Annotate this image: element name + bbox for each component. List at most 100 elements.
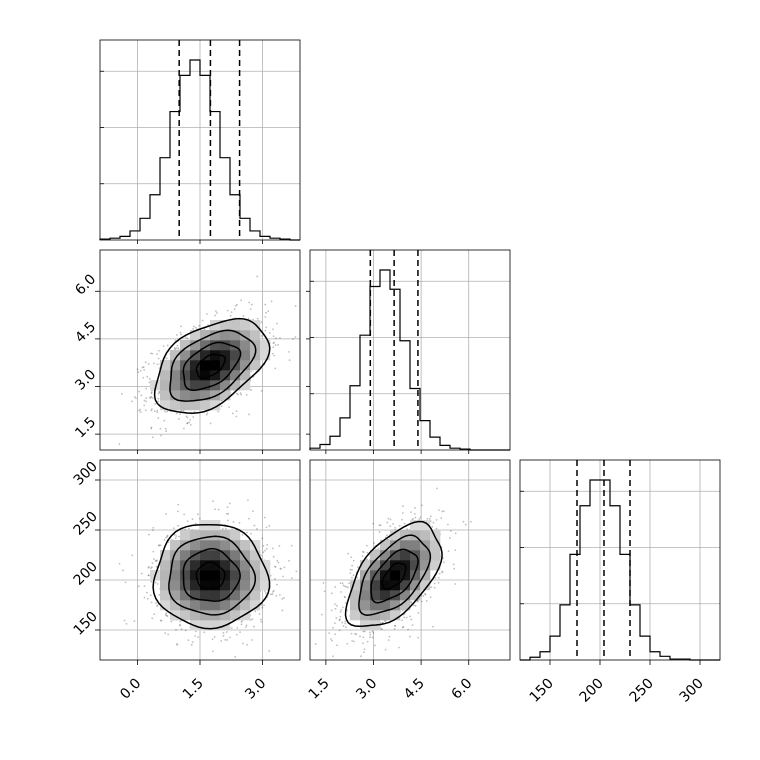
scatter-point xyxy=(214,314,217,317)
contour-line xyxy=(358,534,432,616)
scatter-point xyxy=(424,593,427,596)
scatter-point xyxy=(133,396,136,398)
scatter-point xyxy=(335,604,338,607)
scatter-point xyxy=(454,532,457,535)
y-tick-label: 150 xyxy=(71,609,101,639)
x-tick-label: 3.0 xyxy=(242,676,269,703)
scatter-point xyxy=(295,570,298,573)
density-cell xyxy=(240,320,251,331)
density-cell xyxy=(220,340,231,351)
scatter-point xyxy=(428,517,431,520)
density-cell xyxy=(400,590,411,601)
scatter-point xyxy=(133,620,136,623)
scatter-point xyxy=(434,577,437,579)
density-cell xyxy=(150,380,161,391)
scatter-point xyxy=(138,585,140,588)
scatter-point xyxy=(173,533,176,536)
scatter-point xyxy=(248,517,250,520)
scatter-point xyxy=(188,527,190,530)
density-cell xyxy=(180,550,191,561)
scatter-point xyxy=(165,430,167,432)
scatter-point xyxy=(363,648,366,651)
y-tick-label: 300 xyxy=(71,459,101,489)
scatter-point xyxy=(174,348,176,351)
scatter-point xyxy=(158,391,160,393)
contour-line xyxy=(381,562,407,591)
density-cell xyxy=(380,610,391,621)
scatter-point xyxy=(173,347,176,349)
scatter-point xyxy=(166,469,168,471)
scatter-point xyxy=(176,344,179,347)
scatter-point xyxy=(124,581,127,584)
scatter-point xyxy=(184,629,187,632)
scatter-point xyxy=(334,633,337,636)
scatter-point xyxy=(250,532,252,535)
scatter-point xyxy=(330,592,333,595)
scatter-point xyxy=(281,597,284,600)
density-cell xyxy=(220,350,231,361)
scatter-point xyxy=(406,528,408,531)
scatter-point xyxy=(158,544,160,547)
scatter-point xyxy=(263,516,266,519)
scatter-point xyxy=(266,543,269,546)
density-cell xyxy=(240,540,251,551)
density-cell xyxy=(220,560,231,571)
density-cell xyxy=(390,560,401,571)
scatter-point xyxy=(360,655,362,658)
scatter-point xyxy=(371,636,374,639)
density-cell xyxy=(210,550,221,561)
scatter-point xyxy=(236,626,239,629)
scatter-point xyxy=(419,516,422,519)
density-cell xyxy=(200,400,211,411)
scatter-point xyxy=(240,621,243,623)
density-cell xyxy=(190,600,201,611)
density-cell xyxy=(260,560,271,571)
scatter-point xyxy=(175,535,178,537)
density-cell xyxy=(160,580,171,591)
scatter-point xyxy=(349,572,352,575)
scatter-point xyxy=(231,412,234,415)
y-tick-label: 200 xyxy=(71,559,101,589)
density-cell xyxy=(180,390,191,401)
density-cell xyxy=(240,360,251,371)
density-cell xyxy=(160,590,171,601)
scatter-point xyxy=(425,600,428,602)
scatter-point xyxy=(164,613,167,616)
scatter-point xyxy=(144,409,147,412)
scatter-point xyxy=(155,602,157,605)
density-cell xyxy=(190,590,201,601)
scatter-point xyxy=(166,410,169,413)
density-cell xyxy=(430,550,441,561)
scatter-point xyxy=(154,559,157,562)
scatter-point xyxy=(441,510,444,513)
scatter-point xyxy=(274,367,277,370)
scatter-point xyxy=(256,317,259,320)
density-cell xyxy=(230,570,241,581)
scatter-point xyxy=(440,517,443,519)
scatter-point xyxy=(402,625,405,628)
scatter-point xyxy=(177,347,180,350)
scatter-point xyxy=(152,526,155,529)
density-cell xyxy=(170,380,181,391)
scatter-point xyxy=(273,341,276,344)
x-tick-label: 200 xyxy=(577,676,607,706)
scatter-point xyxy=(240,393,243,396)
scatter-point xyxy=(240,623,243,626)
density-cell xyxy=(210,590,221,601)
scatter-point xyxy=(449,529,452,532)
density-cell xyxy=(410,580,421,591)
pair-frame xyxy=(309,459,511,661)
density-cell xyxy=(170,600,181,611)
scatter-point xyxy=(276,583,278,586)
scatter-point xyxy=(144,361,147,364)
scatter-point xyxy=(194,326,197,329)
density-cell xyxy=(160,360,171,371)
scatter-point xyxy=(165,357,168,360)
scatter-point xyxy=(165,536,167,539)
scatter-point xyxy=(323,590,326,593)
scatter-point xyxy=(330,609,333,612)
density-cell xyxy=(190,380,201,391)
scatter-point xyxy=(288,559,290,562)
scatter-point xyxy=(282,575,284,578)
density-cell xyxy=(200,560,211,571)
